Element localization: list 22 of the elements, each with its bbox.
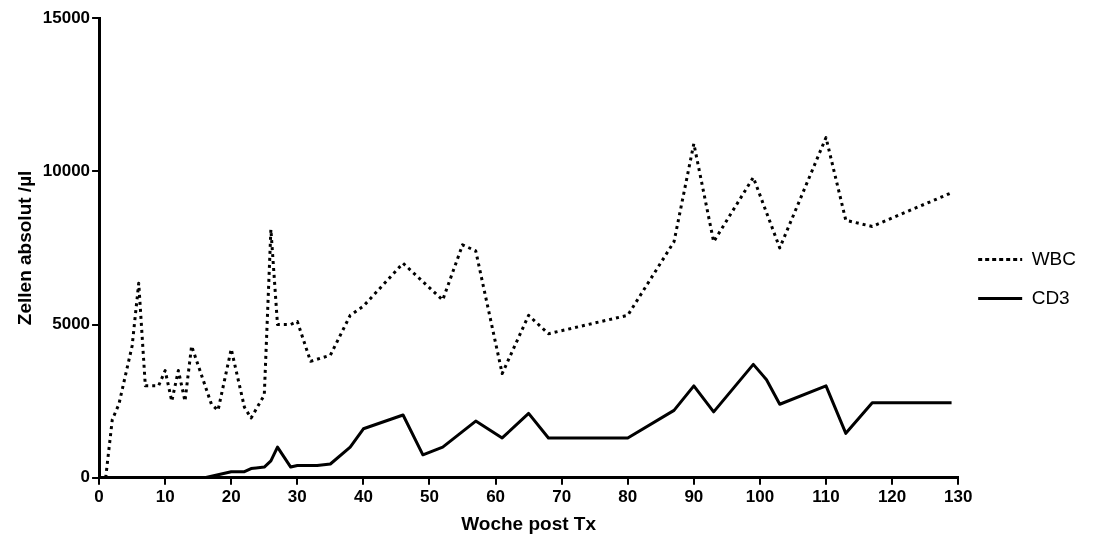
x-tick-label: 60 [486, 486, 506, 506]
x-tick-label: 120 [877, 486, 907, 506]
x-tick-label: 20 [221, 486, 241, 506]
legend-label: CD3 [1031, 286, 1070, 308]
x-tick-label: 40 [353, 486, 373, 506]
x-axis-title: Woche post Tx [461, 512, 597, 534]
x-tick-label: 70 [552, 486, 572, 506]
legend-label: WBC [1031, 247, 1076, 269]
y-axis-title: Zellen absolut /µl [13, 170, 35, 326]
x-tick-label: 90 [684, 486, 704, 506]
y-tick-label: 10000 [42, 160, 91, 180]
y-tick-label: 15000 [42, 7, 91, 27]
x-tick-label: 30 [287, 486, 307, 506]
x-tick-label: 80 [618, 486, 638, 506]
x-tick-label: 100 [745, 486, 775, 506]
y-tick-label: 0 [80, 467, 91, 487]
y-tick-label: 5000 [52, 314, 91, 334]
x-tick-label: 0 [94, 486, 104, 506]
x-tick-label: 50 [420, 486, 439, 506]
x-tick-label: 110 [812, 486, 840, 506]
x-tick-label: 130 [943, 486, 973, 506]
x-tick-label: 10 [155, 486, 175, 506]
